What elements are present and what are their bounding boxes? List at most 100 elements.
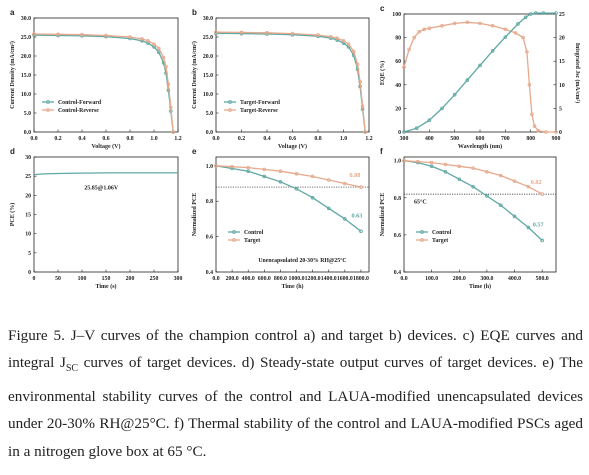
panel-d-xlabel: Time (s) [95,283,116,290]
x-tick-label: 400.0 [242,276,255,282]
data-point [230,164,234,169]
y2-tick-label: 15 [559,59,565,65]
panel-b-ylabel: Current Density (mA/cm²) [191,41,198,109]
y-tick-label: 5.0 [206,111,213,117]
data-point [527,83,532,87]
caption-subscript: SC [65,363,79,375]
series-line-target-forward [215,32,366,133]
data-point [498,173,503,178]
series-line-target [215,165,362,188]
y-tick-label: 15 [25,213,31,219]
data-point [443,162,448,167]
y-tick-label: 0.4 [394,270,401,276]
data-point [152,42,156,47]
y-tick-label: 30.0 [21,16,31,22]
data-point [310,174,315,179]
legend-marker [420,230,424,234]
data-point [513,31,518,35]
data-point [246,165,251,170]
data-point [246,169,251,173]
data-point [166,82,171,86]
panel-e-frame [215,156,370,273]
series-line-control [403,160,543,241]
y-tick-label: 20 [25,193,31,199]
data-point [164,64,168,69]
data-point [516,22,520,26]
x-tick-label: 0.0 [212,276,219,282]
data-point [485,194,489,198]
y-tick-label: 5.0 [24,111,31,117]
x-tick-label: 800 [526,136,535,142]
data-point [443,170,448,174]
x-tick-label: 1.0 [150,136,157,142]
caption-fig-label: Figure 5. [8,327,65,344]
data-point [512,214,517,219]
data-point [478,21,482,26]
x-tick-label: 1400.0 [321,276,337,282]
data-point [412,35,416,40]
y-tick-label: 0.6 [206,235,213,241]
panel-c-letter: c [380,4,385,13]
panel-f-label-target: 0.82 [531,179,542,186]
panel-f-xlabel: Time (h) [469,283,491,290]
data-point [541,11,546,15]
data-point [526,184,531,189]
x-tick-label: 1200.0 [305,276,321,282]
data-point [140,37,144,41]
x-tick-label: 600 [476,136,485,142]
y-tick-label: 25 [25,174,31,180]
data-point [427,118,432,122]
series-line-target-reverse [215,31,366,133]
y-tick-label: 10 [25,232,31,238]
y-tick-label: 80 [395,36,401,42]
data-point [146,38,150,43]
data-point [310,195,315,200]
y-tick-label: 10.0 [203,92,213,98]
data-point [457,177,462,182]
x-tick-label: 700 [501,136,510,142]
data-point [32,33,36,37]
data-point [157,46,161,51]
y-tick-label: 20 [395,106,401,112]
x-tick-label: 1.2 [174,136,181,142]
legend-label: Control-Forward [58,100,102,106]
data-point [490,23,495,28]
data-point [452,21,457,26]
data-point [104,33,108,38]
data-point [536,129,541,133]
legend-marker [228,108,232,112]
data-point [540,238,544,243]
y-tick-label: 40 [395,83,401,89]
x-tick-label: 300.0 [480,276,493,282]
data-point [465,78,470,82]
data-point [214,164,218,168]
panel-e-label-control: 0.63 [352,212,363,219]
data-point [278,179,283,184]
data-point [355,62,360,67]
figure-panels: a 0.0 0.2 0.4 0.6 0.8 1.0 1.2 0.0 5.0 10.0 15.0 20.0… [9,4,581,290]
data-point [402,65,406,69]
x-tick-label: 200.0 [226,276,239,282]
data-point [265,31,269,35]
x-tick-label: 0.0 [30,136,37,142]
data-point [457,164,462,169]
data-point [359,229,363,234]
y2-tick-label: 5 [559,106,562,112]
y-tick-label: 25.0 [203,35,213,41]
data-point [359,185,363,189]
x-tick-label: 250 [150,276,159,282]
x-tick-label: 0.6 [289,136,296,142]
data-point [214,31,218,36]
panel-e-note: Unencapsulated 20-30% RH@25°C [258,257,346,264]
y-tick-label: 25.0 [21,35,31,41]
legend-label: Control [432,230,452,236]
x-tick-label: 500 [450,136,459,142]
data-point [316,33,320,37]
legend-label: Control [244,230,264,236]
data-point [214,30,218,34]
caption-text-2: curves of target devices. d) Steady-stat… [8,354,583,460]
data-point [540,192,544,196]
data-point [239,30,244,35]
data-point [80,32,84,37]
legend-marker [232,238,236,242]
